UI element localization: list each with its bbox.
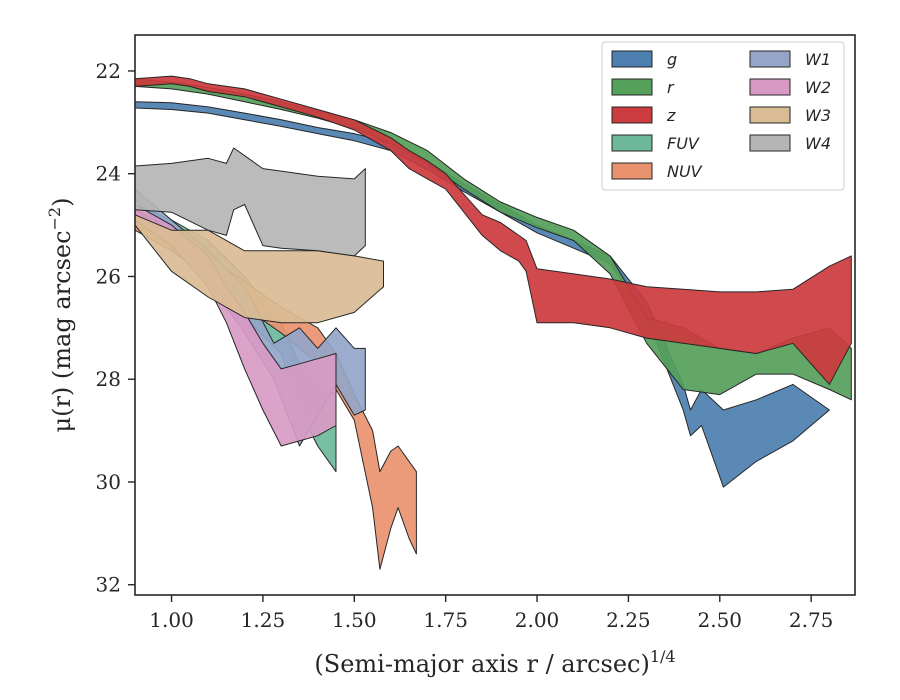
legend-label-nuv: NUV [667,162,703,181]
legend-label-w3: W3 [805,106,831,125]
x-axis-ticks: 1.00 1.25 1.50 1.75 2.00 2.25 2.50 2.75 [149,595,833,632]
legend-items: grz FUV NUV W1 W2 W3 W4 [611,50,831,181]
x-tick-label: 1.50 [332,608,377,632]
legend-label-z: z [666,106,676,125]
series-band-w3 [134,214,384,324]
legend-swatch-r [611,78,653,96]
y-tick-label: 30 [96,470,121,494]
legend-label-r: r [667,78,675,97]
legend-swatch-w2 [749,78,791,96]
legend-label-g: g [667,50,677,69]
y-tick-label: 28 [96,367,121,391]
legend-swatch-nuv [611,162,653,180]
series-band-z [134,75,852,385]
x-tick-label: 1.75 [423,608,468,632]
legend-swatch-w4 [749,134,791,152]
legend-label-w2: W2 [805,78,831,97]
legend-swatch-w3 [749,106,791,124]
y-axis-ticks: 22 24 26 28 30 32 [96,59,135,597]
legend-swatch-g [611,50,653,68]
legend-label-fuv: FUV [667,134,700,153]
x-tick-label: 2.00 [515,608,560,632]
y-tick-label: 26 [96,264,121,288]
x-tick-label: 2.50 [698,608,743,632]
x-tick-label: 1.00 [149,608,194,632]
legend-label-w1: W1 [805,50,831,69]
legend-swatch-w1 [749,50,791,68]
x-tick-label: 2.75 [789,608,834,632]
y-axis-label: μ(r) (mag arcsec−2) [45,198,76,433]
series-band-w4 [134,147,366,257]
x-tick-label: 2.25 [606,608,651,632]
axes-frame [134,34,856,596]
y-tick-label: 32 [96,573,121,597]
series-layer [134,75,852,570]
legend: grz FUV NUV W1 W2 W3 W4 [601,41,845,191]
y-tick-label: 22 [96,59,121,83]
x-tick-label: 1.25 [241,608,286,632]
legend-label-w4: W4 [805,134,831,153]
legend-swatch-fuv [611,134,653,152]
x-axis-label: (Semi-major axis r / arcsec)1/4 [314,647,675,678]
y-tick-label: 24 [96,162,121,186]
legend-swatch-z [611,106,653,124]
